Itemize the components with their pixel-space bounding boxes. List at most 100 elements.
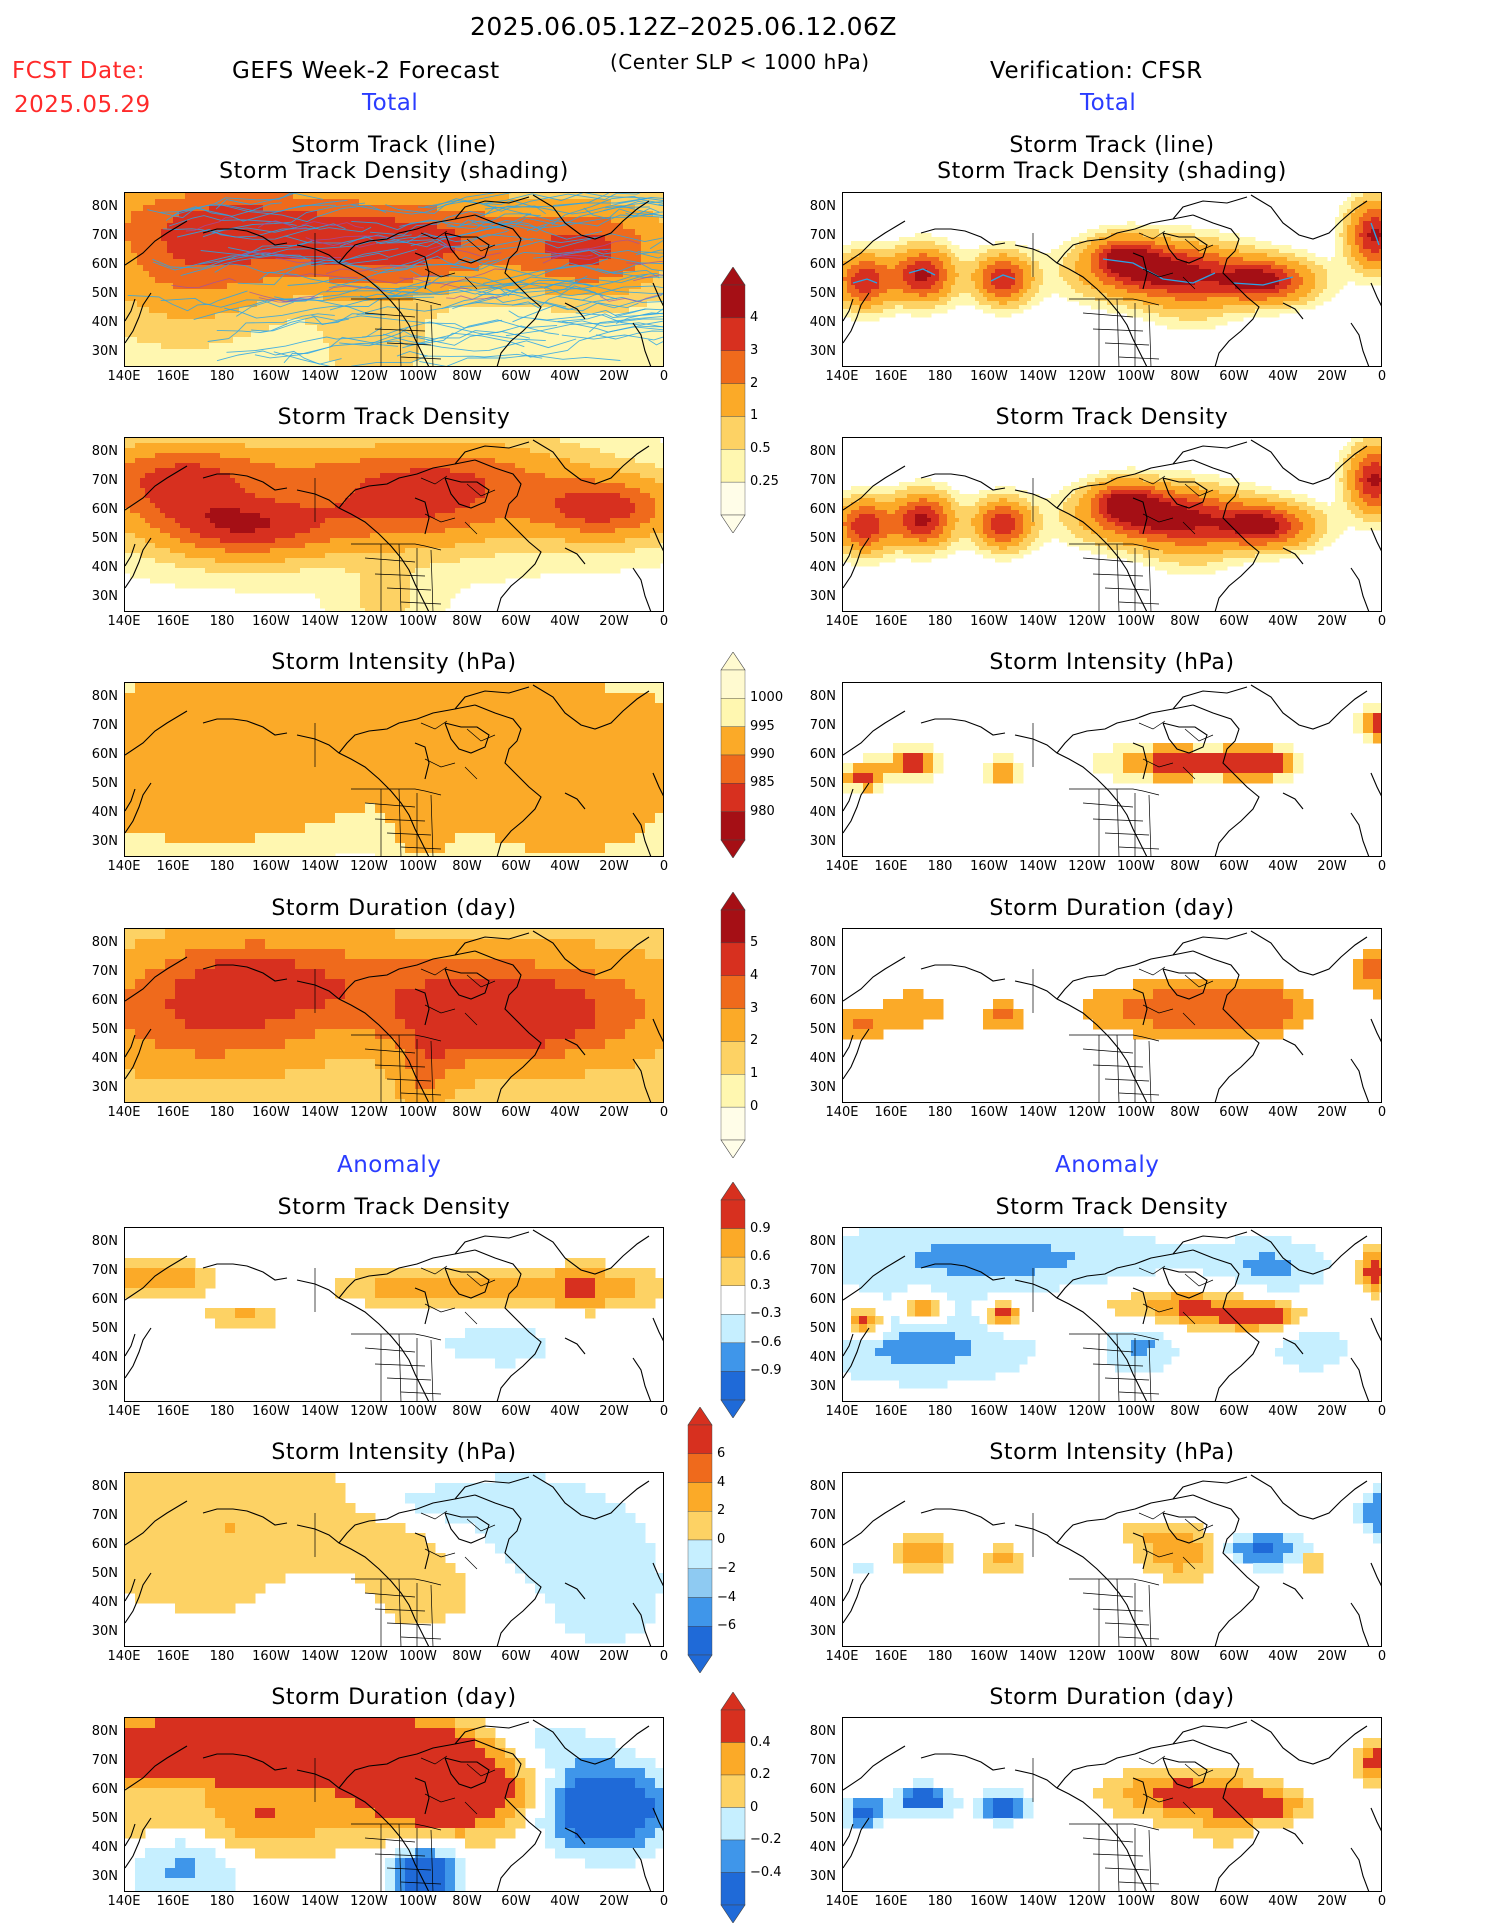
- lon-tick-label: 160E: [866, 369, 916, 384]
- lon-tick-label: 160E: [148, 614, 198, 629]
- lon-tick-label: 140W: [295, 369, 345, 384]
- lat-tick-label: 50N: [82, 1321, 118, 1336]
- lat-tick-label: 30N: [800, 834, 836, 849]
- lon-tick-label: 160E: [866, 1894, 916, 1909]
- lon-tick-label: 160W: [246, 1649, 296, 1664]
- lon-tick-label: 140W: [1013, 1649, 1063, 1664]
- duration-anomaly-colorbar-label: −0.4: [750, 1865, 782, 1880]
- lon-tick-label: 120W: [344, 1894, 394, 1909]
- intensity-total-colorbar: [720, 652, 746, 862]
- lat-tick-label: 40N: [82, 1840, 118, 1855]
- lon-tick-label: 100W: [1111, 1894, 1161, 1909]
- lon-tick-label: 100W: [393, 1894, 443, 1909]
- lon-tick-label: 140E: [99, 1105, 149, 1120]
- gefs-intensity-map: [124, 682, 664, 857]
- gefs-duration-map: [124, 928, 664, 1103]
- lat-tick-label: 70N: [800, 718, 836, 733]
- lon-tick-label: 120W: [1062, 369, 1112, 384]
- panel-title-intensity-anom-left: Storm Intensity (hPa): [124, 1440, 664, 1466]
- lon-tick-label: 120W: [1062, 614, 1112, 629]
- lat-tick-label: 50N: [800, 286, 836, 301]
- lon-tick-label: 80W: [442, 1105, 492, 1120]
- lon-tick-label: 140E: [817, 1105, 867, 1120]
- lat-tick-label: 50N: [800, 776, 836, 791]
- lon-tick-label: 140E: [817, 1649, 867, 1664]
- lat-tick-label: 60N: [800, 257, 836, 272]
- lon-tick-label: 80W: [442, 859, 492, 874]
- lon-tick-label: 100W: [393, 1404, 443, 1419]
- lat-tick-label: 60N: [800, 1292, 836, 1307]
- lon-tick-label: 60W: [1209, 614, 1259, 629]
- lon-tick-label: 160W: [964, 1894, 1014, 1909]
- lat-tick-label: 60N: [800, 1537, 836, 1552]
- lat-tick-label: 60N: [800, 747, 836, 762]
- lon-tick-label: 40W: [1258, 859, 1308, 874]
- panel-title-track-shading-left: Storm Track Density (shading): [124, 159, 664, 185]
- lat-tick-label: 30N: [800, 1624, 836, 1639]
- lon-tick-label: 120W: [344, 1649, 394, 1664]
- lon-tick-label: 140W: [295, 1105, 345, 1120]
- lat-tick-label: 60N: [82, 257, 118, 272]
- cfsr-track-map: [842, 192, 1382, 367]
- cfsr-duration-map: [842, 928, 1382, 1103]
- lon-tick-label: 40W: [1258, 1404, 1308, 1419]
- lon-tick-label: 160E: [866, 859, 916, 874]
- lon-tick-label: 60W: [1209, 1649, 1259, 1664]
- lon-tick-label: 160W: [964, 1404, 1014, 1419]
- lon-tick-label: 180: [197, 614, 247, 629]
- lon-tick-label: 140E: [99, 369, 149, 384]
- lon-tick-label: 120W: [344, 369, 394, 384]
- panel-title-density-left: Storm Track Density: [124, 405, 664, 431]
- lon-tick-label: 0: [639, 1894, 689, 1909]
- lon-tick-label: 100W: [1111, 859, 1161, 874]
- intensity-anomaly-colorbar-label: −4: [717, 1590, 736, 1605]
- left-total-label: Total: [362, 90, 418, 116]
- lon-tick-label: 140E: [99, 859, 149, 874]
- lon-tick-label: 20W: [589, 1105, 639, 1120]
- lon-tick-label: 80W: [1160, 1105, 1210, 1120]
- duration-total-colorbar-label: 1: [750, 1066, 758, 1081]
- lat-tick-label: 60N: [82, 502, 118, 517]
- lat-tick-label: 50N: [800, 1022, 836, 1037]
- lat-tick-label: 80N: [82, 199, 118, 214]
- lat-tick-label: 30N: [82, 1379, 118, 1394]
- lon-tick-label: 40W: [540, 614, 590, 629]
- panel-title-intensity-right: Storm Intensity (hPa): [842, 650, 1382, 676]
- lon-tick-label: 140E: [817, 369, 867, 384]
- lon-tick-label: 160E: [148, 1894, 198, 1909]
- intensity-total-colorbar-label: 995: [750, 719, 775, 734]
- panel-title-density-anom-left: Storm Track Density: [124, 1195, 664, 1221]
- lon-tick-label: 60W: [491, 369, 541, 384]
- lon-tick-label: 0: [1357, 1649, 1407, 1664]
- density-total-colorbar-label: 4: [750, 310, 758, 325]
- lon-tick-label: 20W: [1307, 1105, 1357, 1120]
- lon-tick-label: 60W: [491, 1894, 541, 1909]
- lat-tick-label: 30N: [82, 1080, 118, 1095]
- lat-tick-label: 60N: [82, 993, 118, 1008]
- right-total-label: Total: [1080, 90, 1136, 116]
- lat-tick-label: 50N: [82, 1811, 118, 1826]
- lon-tick-label: 20W: [1307, 1894, 1357, 1909]
- fcst-date-value: 2025.05.29: [14, 92, 151, 118]
- density-anomaly-colorbar-label: −0.6: [750, 1335, 782, 1350]
- density-anomaly-colorbar-label: −0.9: [750, 1363, 782, 1378]
- lon-tick-label: 0: [639, 369, 689, 384]
- gefs-intensity-anomaly-map: [124, 1472, 664, 1647]
- lon-tick-label: 0: [639, 1404, 689, 1419]
- duration-total-colorbar: [720, 892, 746, 1162]
- lat-tick-label: 40N: [800, 560, 836, 575]
- lat-tick-label: 80N: [800, 199, 836, 214]
- lon-tick-label: 80W: [442, 614, 492, 629]
- lat-tick-label: 30N: [82, 344, 118, 359]
- lat-tick-label: 70N: [82, 228, 118, 243]
- lat-tick-label: 60N: [82, 747, 118, 762]
- panel-title-duration-anom-right: Storm Duration (day): [842, 1685, 1382, 1711]
- lon-tick-label: 60W: [1209, 1105, 1259, 1120]
- lon-tick-label: 140W: [1013, 1105, 1063, 1120]
- density-anomaly-colorbar-label: −0.3: [750, 1306, 782, 1321]
- lat-tick-label: 70N: [82, 1508, 118, 1523]
- intensity-anomaly-colorbar-label: −6: [717, 1618, 736, 1633]
- panel-title-track-line-right: Storm Track (line): [842, 133, 1382, 159]
- duration-total-colorbar-label: 4: [750, 968, 758, 983]
- lon-tick-label: 0: [639, 1649, 689, 1664]
